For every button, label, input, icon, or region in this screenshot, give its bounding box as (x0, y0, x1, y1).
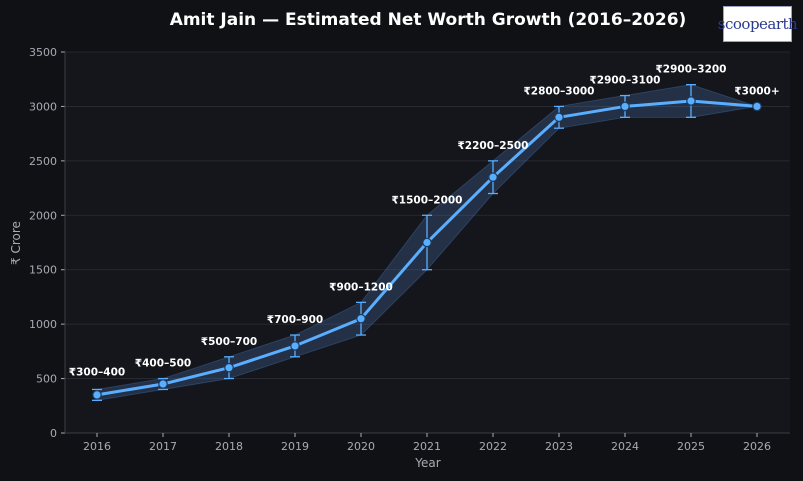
range-annotation: ₹2900–3100 (589, 75, 660, 87)
data-point (422, 237, 432, 248)
x-tick-label: 2026 (743, 440, 771, 453)
data-point (224, 362, 234, 373)
y-tick-label: 2000 (29, 209, 57, 222)
data-point (158, 379, 168, 389)
y-tick-label: 1500 (29, 264, 57, 277)
range-annotation: ₹2200–2500 (457, 140, 528, 152)
y-tick-label: 1000 (29, 318, 57, 331)
y-tick-label: 0 (50, 427, 57, 440)
data-point (554, 112, 564, 123)
y-tick-label: 500 (36, 373, 57, 386)
range-annotation: ₹500–700 (201, 336, 257, 348)
x-tick-label: 2023 (545, 440, 573, 453)
range-annotation: ₹1500–2000 (391, 194, 462, 206)
data-point (686, 96, 696, 106)
axes: 0 500 1000 1500 2000 2500 3000 3500 2016 2017 2018… (29, 46, 790, 453)
data-point (356, 313, 366, 324)
range-annotation: ₹2900–3200 (655, 64, 726, 76)
data-points (92, 96, 762, 400)
data-point (290, 341, 300, 351)
x-tick-label: 2025 (677, 440, 705, 453)
range-annotation: ₹3000+ (734, 85, 779, 97)
y-tick-label: 3500 (29, 46, 57, 59)
range-annotation: ₹700–900 (267, 314, 323, 326)
x-tick-label: 2016 (83, 440, 111, 453)
data-point (620, 101, 630, 112)
x-tick-label: 2020 (347, 440, 375, 453)
range-annotation: ₹400–500 (135, 358, 191, 370)
data-point (92, 390, 102, 400)
range-annotation: ₹300–400 (69, 366, 125, 378)
y-axis-label: ₹ Crore (9, 221, 23, 265)
x-tick-label: 2017 (149, 440, 177, 453)
data-point (752, 101, 762, 112)
annotations: ₹300–400 ₹400–500 ₹500–700 ₹700–900 ₹900–120… (69, 64, 780, 379)
scoopearth-logo: scoopearth (718, 6, 798, 42)
x-tick-label: 2022 (479, 440, 507, 453)
logo-text: scoopearth (717, 15, 798, 33)
range-annotation: ₹900–1200 (329, 281, 393, 293)
data-point (488, 172, 498, 182)
y-tick-label: 3000 (29, 100, 57, 113)
x-tick-label: 2024 (611, 440, 639, 453)
x-tick-label: 2019 (281, 440, 309, 453)
chart-title: Amit Jain — Estimated Net Worth Growth (… (170, 10, 687, 30)
x-axis-label: Year (414, 456, 440, 470)
x-tick-label: 2021 (413, 440, 441, 453)
range-annotation: ₹2800–3000 (523, 85, 594, 97)
y-tick-label: 2500 (29, 155, 57, 168)
x-tick-label: 2018 (215, 440, 243, 453)
